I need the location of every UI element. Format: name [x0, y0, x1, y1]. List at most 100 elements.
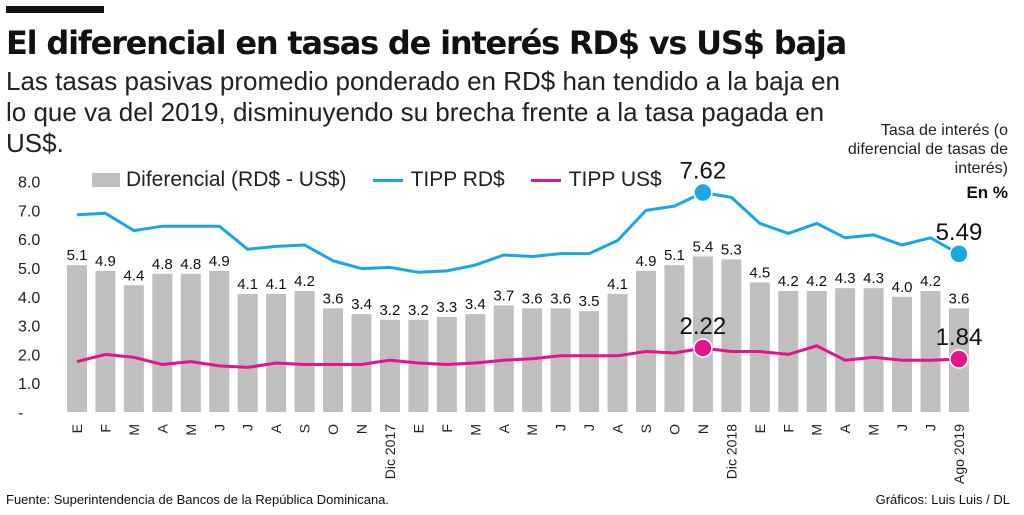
diferencial-bar	[636, 270, 656, 412]
diferencial-bar	[152, 273, 173, 412]
bar-value-label: 4.5	[749, 264, 770, 281]
x-tick-label: J	[894, 424, 910, 431]
bar-value-label: 3.6	[949, 290, 970, 307]
callout-value-label: 1.84	[936, 324, 983, 351]
legend-item-tipp-us: TIPP US$	[530, 168, 662, 192]
diferencial-bar	[408, 319, 429, 412]
tipp-us-line	[76, 344, 959, 369]
bar-value-label: 4.3	[835, 270, 856, 287]
x-tick-label: A	[837, 423, 853, 433]
y-tick-label: 2.0	[18, 347, 40, 364]
x-tick-label: N	[695, 424, 711, 434]
diferencial-bar	[806, 291, 827, 412]
x-tick-label: S	[638, 424, 654, 433]
x-tick-label: A	[268, 423, 284, 433]
diferencial-bar	[692, 256, 713, 412]
bar-value-label: 5.4	[692, 238, 713, 255]
x-tick-label: S	[297, 424, 313, 433]
chart-legend: Diferencial (RD$ - US$) TIPP RD$ TIPP US…	[92, 168, 688, 192]
x-tick-label: F	[780, 424, 796, 433]
y-tick-label: 8.0	[18, 175, 40, 192]
legend-swatch-bar	[92, 173, 120, 187]
diferencial-bar	[579, 311, 600, 412]
legend-item-tipp-rd: TIPP RD$	[372, 168, 505, 192]
diferencial-bar	[209, 270, 230, 412]
x-tick-label: E	[410, 424, 426, 433]
bar-value-label: 5.1	[664, 247, 685, 264]
diferencial-bar	[863, 288, 884, 412]
x-tick-label: E	[752, 424, 768, 433]
bar-value-label: 4.9	[95, 253, 116, 270]
diferencial-bar	[749, 282, 770, 412]
x-tick-label: E	[69, 424, 85, 433]
diferencial-bar	[266, 293, 287, 412]
diferencial-bar	[721, 259, 742, 412]
title-accent-bar	[6, 6, 104, 13]
x-tick-label: O	[325, 424, 341, 435]
x-tick-label: J	[240, 424, 256, 431]
unit-note: Tasa de interés (o diferencial de tasas …	[847, 122, 1008, 177]
diferencial-bar	[180, 273, 201, 412]
source-note: Fuente: Superintendencia de Bancos de la…	[6, 492, 390, 507]
diferencial-bar	[323, 308, 344, 412]
bar-value-label: 3.4	[351, 296, 372, 313]
y-tick-label: 6.0	[18, 232, 40, 249]
bar-value-label: 3.3	[436, 299, 457, 316]
bar-value-label: 3.7	[493, 287, 514, 304]
highlight-point	[693, 182, 713, 203]
y-tick-label: 5.0	[18, 261, 40, 278]
chart-subtitle: Las tasas pasivas promedio ponderado en …	[6, 66, 841, 158]
diferencial-bar	[835, 288, 856, 412]
diferencial-bar	[664, 265, 685, 412]
bar-value-label: 3.4	[465, 296, 486, 313]
diferencial-bar	[67, 265, 87, 412]
unit-label: En %	[966, 183, 1008, 202]
bar-value-label: 4.3	[863, 270, 884, 287]
x-tick-label: M	[524, 424, 540, 436]
x-tick-label: J	[211, 424, 227, 431]
diferencial-bar	[294, 291, 315, 412]
bar-value-label: 3.6	[522, 290, 543, 307]
diferencial-bar	[123, 285, 144, 412]
callout-value-label: 2.22	[680, 313, 727, 340]
bar-value-label: 4.9	[636, 253, 657, 270]
diferencial-bar	[778, 291, 799, 412]
y-tick-label: 3.0	[18, 319, 40, 336]
x-tick-label: F	[97, 424, 113, 433]
bar-value-label: 3.5	[579, 293, 600, 310]
legend-label-tipp-rd: TIPP RD$	[410, 168, 505, 191]
bar-value-label: 3.6	[550, 290, 571, 307]
diferencial-bar	[607, 293, 628, 412]
callout-value-label: 7.62	[680, 158, 727, 185]
legend-item-diferencial: Diferencial (RD$ - US$)	[92, 168, 347, 192]
x-tick-label: A	[610, 423, 626, 433]
chart-title: El diferencial en tasas de interés RD$ v…	[6, 24, 847, 62]
bar-value-label: 3.6	[323, 290, 344, 307]
highlight-point	[949, 244, 969, 264]
x-tick-label: Ago 2019	[951, 424, 967, 484]
diferencial-bar	[379, 319, 400, 412]
x-tick-label: M	[809, 424, 825, 436]
bar-value-label: 4.2	[778, 273, 799, 290]
bar-value-label: 3.2	[408, 302, 429, 319]
y-tick-label: 7.0	[18, 203, 40, 220]
y-tick-label: 4.0	[18, 290, 40, 307]
x-tick-label: J	[553, 424, 569, 431]
bar-value-label: 4.8	[152, 256, 173, 273]
x-tick-label: A	[154, 423, 170, 433]
diferencial-bar	[237, 293, 258, 412]
x-tick-label: A	[496, 423, 512, 433]
x-tick-label: J	[923, 424, 939, 431]
bar-value-label: 4.1	[266, 276, 287, 293]
bar-value-label: 4.1	[237, 276, 258, 293]
diferencial-bar	[550, 308, 571, 412]
bar-value-label: 4.9	[209, 253, 230, 270]
diferencial-bar	[920, 291, 941, 412]
callout-value-label: 5.49	[936, 219, 983, 246]
y-tick-label: -	[18, 405, 23, 422]
x-tick-label: M	[183, 424, 199, 436]
bar-value-label: 3.2	[380, 302, 401, 319]
x-tick-label: M	[126, 424, 142, 436]
bar-value-label: 4.1	[607, 276, 628, 293]
diferencial-bar	[892, 296, 913, 412]
